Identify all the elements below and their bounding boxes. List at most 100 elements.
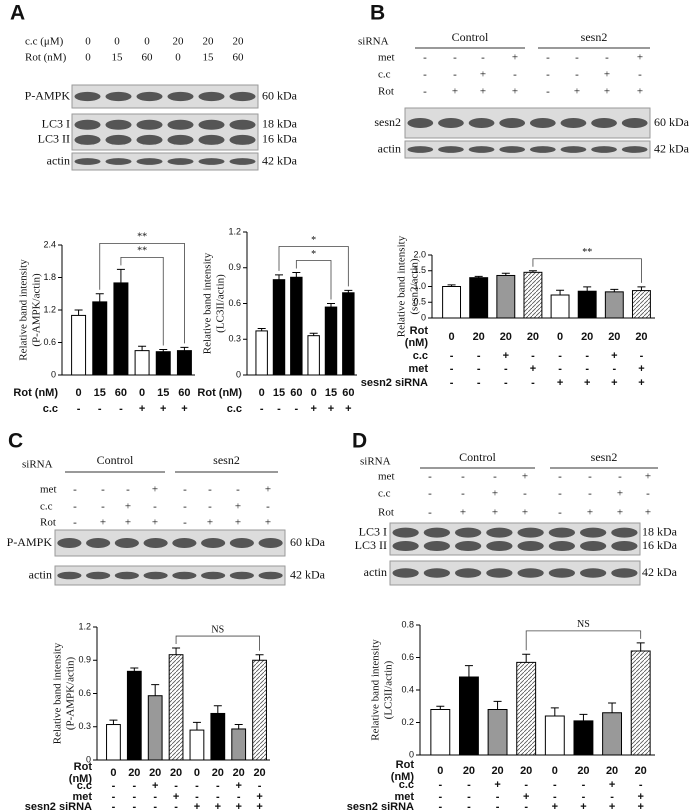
- header-cell: +: [492, 488, 498, 500]
- blot-band: [621, 118, 648, 128]
- bar: [210, 712, 226, 761]
- header-cell: +: [512, 86, 518, 98]
- x-row-cell: +: [637, 801, 643, 810]
- x-row-label: met: [72, 791, 92, 803]
- header-row-label: Rot: [378, 86, 394, 98]
- x-row-cell: +: [611, 377, 617, 389]
- header-cell: +: [604, 69, 610, 81]
- blot-label: LC3 I: [359, 524, 387, 538]
- x-row-cell: +: [181, 403, 187, 415]
- x-row-cell: -: [531, 350, 535, 362]
- significance-label: *: [311, 235, 316, 246]
- header-row-label: met: [378, 52, 395, 64]
- header-cell: +: [125, 517, 131, 529]
- error-bar: [637, 286, 646, 291]
- x-row-cell: 0: [194, 767, 200, 779]
- error-bar: [255, 654, 264, 661]
- header-row-label: c.c: [40, 501, 53, 513]
- significance-bracket: [278, 246, 349, 287]
- blot-band: [455, 568, 482, 578]
- error-bar: [464, 665, 473, 677]
- blot-band: [143, 538, 168, 548]
- header-cell: -: [428, 507, 432, 519]
- x-row-cell: -: [477, 377, 481, 389]
- header-cell: +: [452, 86, 458, 98]
- bar: [577, 290, 597, 319]
- x-row-cell: 60: [178, 387, 190, 399]
- blot-band: [499, 146, 526, 153]
- header-title: siRNA: [22, 459, 53, 471]
- blot-band: [229, 538, 254, 548]
- blot-band: [57, 538, 82, 548]
- blot-size: 16 kDa: [262, 132, 298, 146]
- blot-band: [548, 541, 575, 552]
- significance-label: NS: [577, 619, 590, 630]
- error-bar: [309, 332, 318, 336]
- header-cell: -: [546, 86, 550, 98]
- blot-band: [455, 541, 482, 552]
- x-row-cell: -: [174, 780, 178, 792]
- x-row-cell: -: [467, 801, 471, 810]
- x-row-cell: +: [173, 791, 179, 803]
- blot-band: [438, 146, 464, 153]
- blot-strip: [71, 84, 259, 109]
- bar: [126, 670, 142, 761]
- header-cell: -: [428, 488, 432, 500]
- blot-strip: [71, 152, 259, 171]
- error-bar: [275, 274, 283, 280]
- blot-band: [167, 158, 194, 165]
- bar: [324, 306, 338, 376]
- header-cell: -: [428, 471, 432, 483]
- error-bar: [172, 647, 181, 655]
- x-row-cell: +: [609, 801, 615, 810]
- y-tick-label: 0: [51, 369, 56, 379]
- blot-size: 60 kDa: [262, 88, 298, 102]
- header-cell: +: [604, 86, 610, 98]
- blot-band: [74, 158, 101, 165]
- error-bar: [550, 707, 559, 716]
- header-cell: 60: [233, 52, 245, 64]
- blot-band: [136, 91, 163, 102]
- x-row-label: sesn2 siRNA: [347, 801, 414, 810]
- header-cell: 60: [142, 52, 154, 64]
- x-row-cell: -: [496, 791, 500, 803]
- x-row-cell: 0: [110, 767, 116, 779]
- header-cell: +: [492, 507, 498, 519]
- error-bar: [109, 719, 118, 725]
- y-tick-label: 0: [86, 754, 91, 764]
- header-row-label: c.c: [378, 69, 391, 81]
- header-cell: +: [587, 507, 593, 519]
- y-axis-label: Relative band intensity: [370, 639, 382, 741]
- x-row-cell: 20: [520, 765, 532, 777]
- error-bar: [257, 328, 266, 331]
- error-bar: [608, 702, 617, 713]
- significance-bracket: [525, 630, 642, 651]
- x-row-cell: -: [237, 791, 241, 803]
- y-tick-label: 0: [236, 369, 241, 379]
- blot-label: LC3 II: [355, 538, 387, 552]
- header-cell: +: [617, 507, 623, 519]
- x-row-label: Rot: [396, 759, 415, 771]
- x-row-cell: 20: [149, 767, 161, 779]
- x-row-cell: 20: [606, 765, 618, 777]
- header-cell: +: [152, 484, 158, 496]
- panel-label: A: [10, 2, 25, 25]
- blot-band: [143, 571, 168, 580]
- x-row-cell: 0: [311, 387, 317, 399]
- x-row-cell: 20: [128, 767, 140, 779]
- blot-band: [529, 146, 556, 153]
- blot-band: [517, 541, 544, 552]
- x-row-cell: 20: [635, 331, 647, 343]
- bar: [573, 720, 594, 756]
- header-cell: -: [588, 471, 592, 483]
- bar: [602, 712, 623, 756]
- x-row-label: (nM): [69, 773, 93, 785]
- y-tick-label: 0.4: [401, 684, 414, 694]
- blot-band: [105, 119, 132, 130]
- blot-band: [407, 118, 434, 128]
- x-row-cell: 20: [463, 765, 475, 777]
- y-axis-label: Relative band intensity: [18, 259, 30, 361]
- blot-band: [229, 134, 256, 145]
- y-axis-label: Relative band intensity: [52, 642, 64, 744]
- x-row-cell: -: [132, 801, 136, 810]
